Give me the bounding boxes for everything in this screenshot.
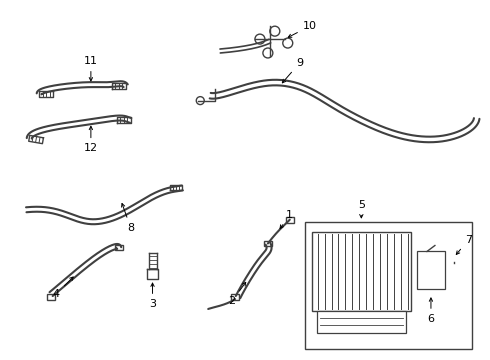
Bar (312, 231, 411, 311)
Bar (286, 217, 294, 222)
Text: 1: 1 (280, 210, 293, 229)
Bar (305, 222, 472, 349)
Text: 4: 4 (52, 277, 73, 299)
Bar (47, 294, 55, 300)
Text: 11: 11 (84, 56, 98, 81)
Text: 10: 10 (288, 21, 317, 37)
Text: 2: 2 (228, 282, 245, 306)
Bar (417, 251, 445, 289)
Text: 9: 9 (282, 58, 303, 83)
Bar (264, 241, 272, 246)
Text: 7: 7 (456, 234, 472, 255)
Bar (317, 311, 406, 333)
Text: 6: 6 (427, 298, 435, 324)
Bar (231, 294, 239, 300)
Bar (115, 245, 122, 251)
Text: 12: 12 (84, 126, 98, 153)
Text: 3: 3 (149, 283, 156, 309)
Text: 8: 8 (122, 203, 134, 233)
Text: 5: 5 (358, 200, 365, 218)
